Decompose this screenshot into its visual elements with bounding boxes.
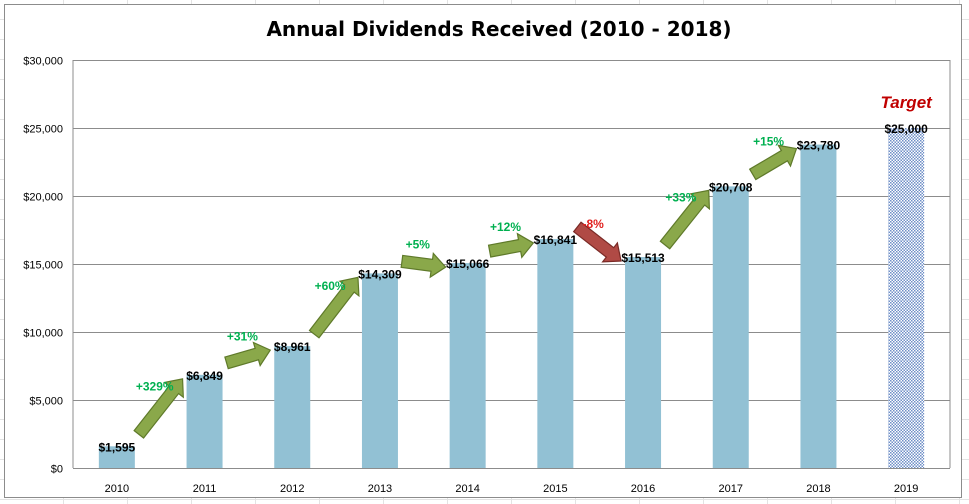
x-tick-label: 2017 xyxy=(719,483,743,495)
growth-label: +60% xyxy=(315,279,346,293)
growth-label: +15% xyxy=(753,134,784,148)
value-label: $16,841 xyxy=(534,233,578,247)
bar xyxy=(537,238,574,468)
y-tick-label: $10,000 xyxy=(23,328,63,340)
growth-label: +31% xyxy=(227,329,258,343)
bar xyxy=(800,144,837,469)
value-label: $25,000 xyxy=(884,122,928,136)
chart-area[interactable]: Annual Dividends Received (2010 - 2018) … xyxy=(4,4,962,498)
increase-arrow xyxy=(400,252,447,279)
x-tick-label: 2018 xyxy=(806,483,830,495)
x-tick-label: 2014 xyxy=(455,483,479,495)
y-tick-label: $15,000 xyxy=(23,260,63,272)
x-tick-label: 2019 xyxy=(894,483,918,495)
y-tick-label: $20,000 xyxy=(23,192,63,204)
x-tick-label: 2010 xyxy=(105,483,129,495)
value-label: $15,513 xyxy=(621,251,665,265)
bar xyxy=(625,257,662,468)
increase-arrow xyxy=(133,378,184,439)
value-label: $8,961 xyxy=(274,340,311,354)
value-label: $23,780 xyxy=(797,139,841,153)
increase-arrow xyxy=(224,341,272,370)
value-label: $15,066 xyxy=(446,257,490,271)
value-label: $20,708 xyxy=(709,180,753,194)
target-bar xyxy=(888,128,925,468)
bar xyxy=(449,263,486,468)
value-label: $6,849 xyxy=(186,369,223,383)
increase-arrow xyxy=(487,232,535,259)
bar xyxy=(98,446,135,468)
bar xyxy=(186,374,223,468)
y-tick-label: $30,000 xyxy=(23,56,63,68)
increase-arrow xyxy=(748,144,798,181)
growth-label: +329% xyxy=(136,380,174,394)
bar xyxy=(361,273,398,468)
growth-label: +12% xyxy=(490,220,521,234)
y-tick-label: $5,000 xyxy=(29,396,63,408)
chart-title: Annual Dividends Received (2010 - 2018) xyxy=(266,17,731,41)
x-tick-label: 2013 xyxy=(368,483,392,495)
growth-label: +5% xyxy=(406,237,431,251)
bar xyxy=(712,186,749,468)
bar xyxy=(274,346,311,468)
growth-label: -8% xyxy=(583,217,605,231)
value-label: $1,595 xyxy=(98,440,135,454)
growth-label: +33% xyxy=(665,191,696,205)
decrease-arrow xyxy=(572,221,622,263)
x-tick-label: 2016 xyxy=(631,483,655,495)
y-tick-label: $25,000 xyxy=(23,124,63,136)
increase-arrow xyxy=(308,276,360,339)
increase-arrow xyxy=(659,189,711,250)
x-tick-label: 2015 xyxy=(543,483,567,495)
x-tick-label: 2012 xyxy=(280,483,304,495)
value-label: $14,309 xyxy=(358,267,402,281)
x-tick-label: 2011 xyxy=(193,483,217,495)
target-label: Target xyxy=(880,93,933,112)
dividends-bar-chart: Annual Dividends Received (2010 - 2018) … xyxy=(23,17,951,495)
y-tick-label: $0 xyxy=(51,464,63,476)
